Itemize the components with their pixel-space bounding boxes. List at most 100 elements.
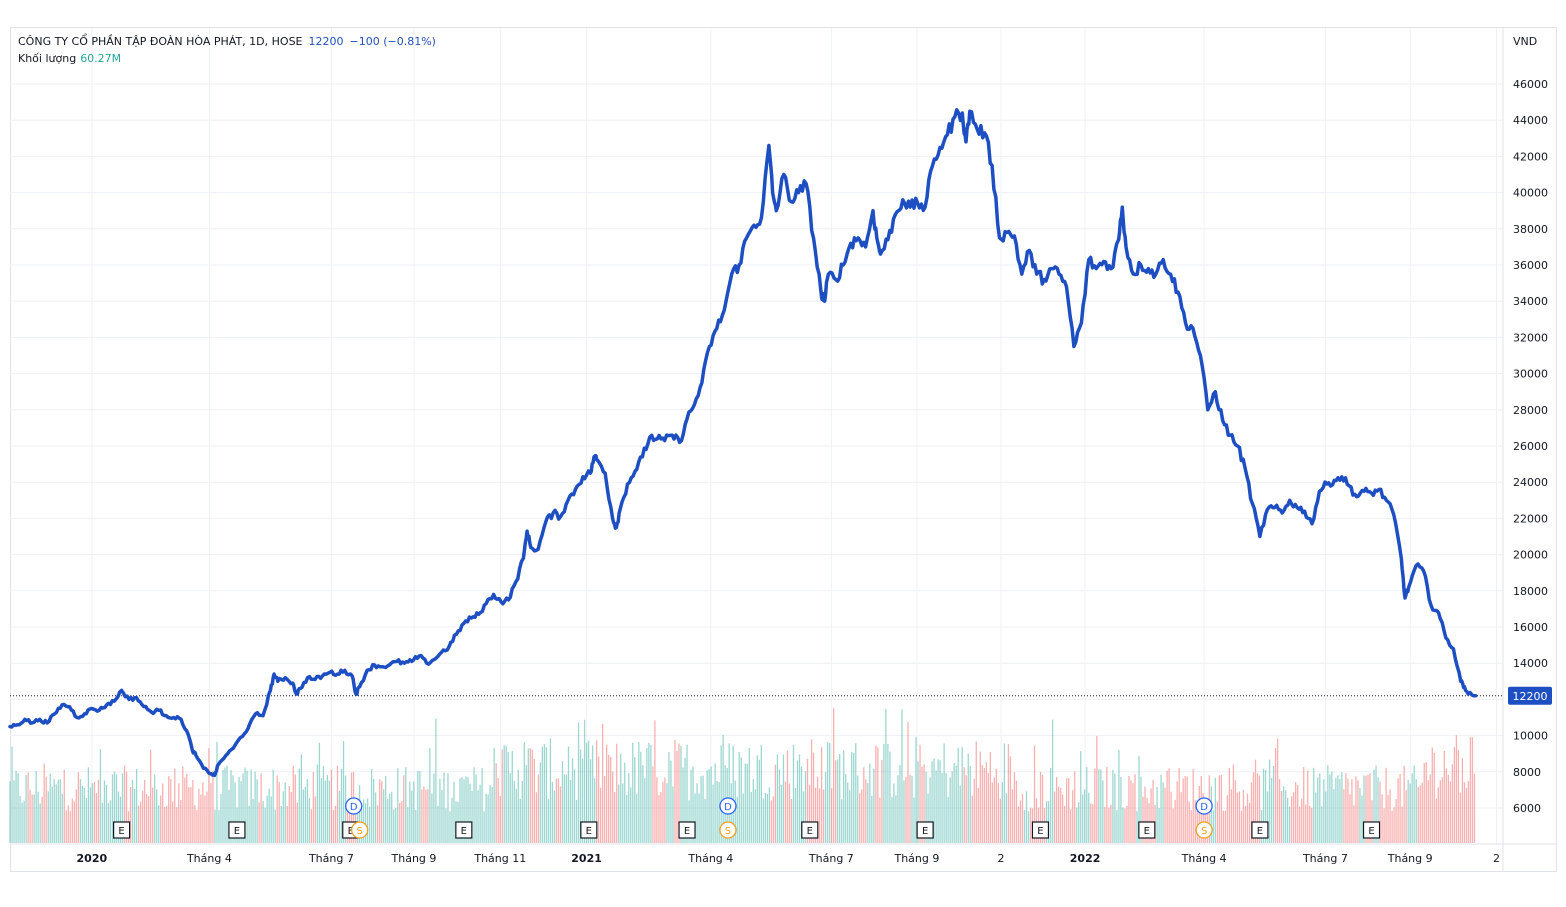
volume-bar bbox=[314, 796, 317, 843]
volume-bar bbox=[198, 788, 200, 843]
earnings-marker bbox=[1031, 821, 1050, 839]
dividend-marker bbox=[345, 797, 363, 815]
volume-bar bbox=[1280, 791, 1283, 843]
volume-bar bbox=[869, 763, 871, 843]
volume-bar bbox=[1367, 775, 1369, 843]
volume-bar bbox=[658, 795, 660, 843]
y-tick-label: 44000 bbox=[1513, 114, 1548, 127]
volume-bar bbox=[469, 783, 471, 843]
volume-bar bbox=[752, 779, 754, 843]
volume-bar bbox=[782, 754, 785, 843]
y-tick-label: 18000 bbox=[1513, 585, 1548, 598]
volume-bar bbox=[174, 768, 176, 843]
volume-bar bbox=[702, 775, 704, 843]
volume-bar bbox=[571, 758, 574, 843]
volume-bar bbox=[599, 787, 602, 843]
volume-bar bbox=[628, 773, 630, 843]
volume-bar bbox=[13, 780, 15, 843]
volume-bar bbox=[1383, 808, 1385, 843]
volume-bar bbox=[1297, 784, 1299, 843]
volume-bar bbox=[1108, 807, 1110, 843]
volume-bar bbox=[1357, 780, 1359, 843]
volume-bar bbox=[901, 709, 903, 843]
volume-bar bbox=[738, 751, 740, 843]
volume-bar bbox=[1049, 767, 1052, 843]
volume-bar bbox=[1429, 774, 1431, 843]
volume-bar bbox=[523, 742, 525, 843]
volume-bar bbox=[975, 741, 977, 843]
volume-bar bbox=[1013, 772, 1016, 843]
volume-bar bbox=[1086, 767, 1088, 843]
volume-bar bbox=[589, 759, 592, 843]
volume-bar bbox=[561, 761, 564, 843]
volume-bar bbox=[11, 746, 13, 843]
volume-bar bbox=[399, 802, 401, 843]
volume-bar bbox=[885, 708, 887, 843]
volume-bar bbox=[790, 798, 793, 843]
volume-bar bbox=[268, 788, 270, 843]
volume-bar bbox=[1321, 806, 1323, 843]
volume-bar bbox=[1393, 807, 1395, 843]
volume-bar bbox=[1419, 785, 1421, 843]
volume-bar bbox=[41, 796, 43, 843]
volume-bar bbox=[226, 765, 228, 843]
volume-bar bbox=[708, 769, 710, 843]
volume-bar bbox=[1299, 806, 1301, 843]
volume-bar bbox=[595, 740, 598, 843]
volume-bar bbox=[1403, 765, 1405, 843]
volume-bar bbox=[57, 779, 59, 843]
volume-bar bbox=[21, 802, 23, 843]
volume-bar bbox=[794, 788, 797, 843]
volume-bar bbox=[1152, 779, 1154, 843]
x-tick-label: Tháng 11 bbox=[473, 852, 526, 865]
volume-bar bbox=[395, 807, 397, 843]
volume-bar bbox=[1134, 774, 1136, 843]
volume-bar bbox=[182, 766, 184, 843]
volume-bar bbox=[1295, 782, 1297, 843]
volume-bar bbox=[638, 742, 640, 843]
volume-bar bbox=[1256, 773, 1259, 843]
dividend-marker-label: D bbox=[350, 802, 358, 813]
volume-bar bbox=[1323, 779, 1325, 843]
volume-bar bbox=[867, 783, 869, 843]
volume-bar bbox=[734, 780, 736, 843]
volume-bar bbox=[1369, 773, 1371, 843]
volume-bar bbox=[302, 789, 304, 843]
volume-bar bbox=[316, 764, 319, 843]
volume-bar bbox=[1270, 778, 1273, 843]
volume-bar bbox=[758, 759, 760, 843]
volume-bar bbox=[778, 769, 781, 843]
volume-bar bbox=[1305, 804, 1307, 843]
volume-bar bbox=[1453, 747, 1456, 843]
x-tick-label: 2 bbox=[998, 852, 1005, 865]
volume-bar bbox=[467, 777, 469, 843]
volume-bar bbox=[646, 748, 648, 843]
volume-bar bbox=[1242, 789, 1245, 843]
volume-bar bbox=[1289, 806, 1291, 843]
volume-bar bbox=[435, 718, 437, 843]
volume-bar bbox=[23, 800, 25, 843]
volume-bar bbox=[893, 783, 895, 843]
volume-bar bbox=[1244, 805, 1247, 843]
volume-bar bbox=[740, 757, 742, 843]
volume-bar bbox=[33, 794, 35, 843]
volume-bar bbox=[720, 745, 722, 843]
volume-bar bbox=[634, 757, 636, 843]
volume-bar bbox=[1210, 786, 1212, 843]
volume-bar bbox=[330, 769, 333, 843]
volume-bar bbox=[505, 745, 507, 843]
volume-bar bbox=[1090, 803, 1092, 843]
volume-bar bbox=[597, 756, 600, 843]
volume-bar bbox=[961, 747, 963, 843]
volume-bar bbox=[152, 787, 154, 843]
volume-bar bbox=[495, 763, 497, 843]
volume-bar bbox=[937, 759, 939, 843]
volume-bar bbox=[895, 795, 897, 843]
volume-bar bbox=[1130, 780, 1132, 843]
volume-bar bbox=[403, 775, 405, 843]
volume-bar bbox=[1126, 805, 1128, 843]
volume-bar bbox=[981, 765, 983, 843]
volume-bar bbox=[27, 772, 29, 843]
volume-bar bbox=[354, 799, 357, 843]
